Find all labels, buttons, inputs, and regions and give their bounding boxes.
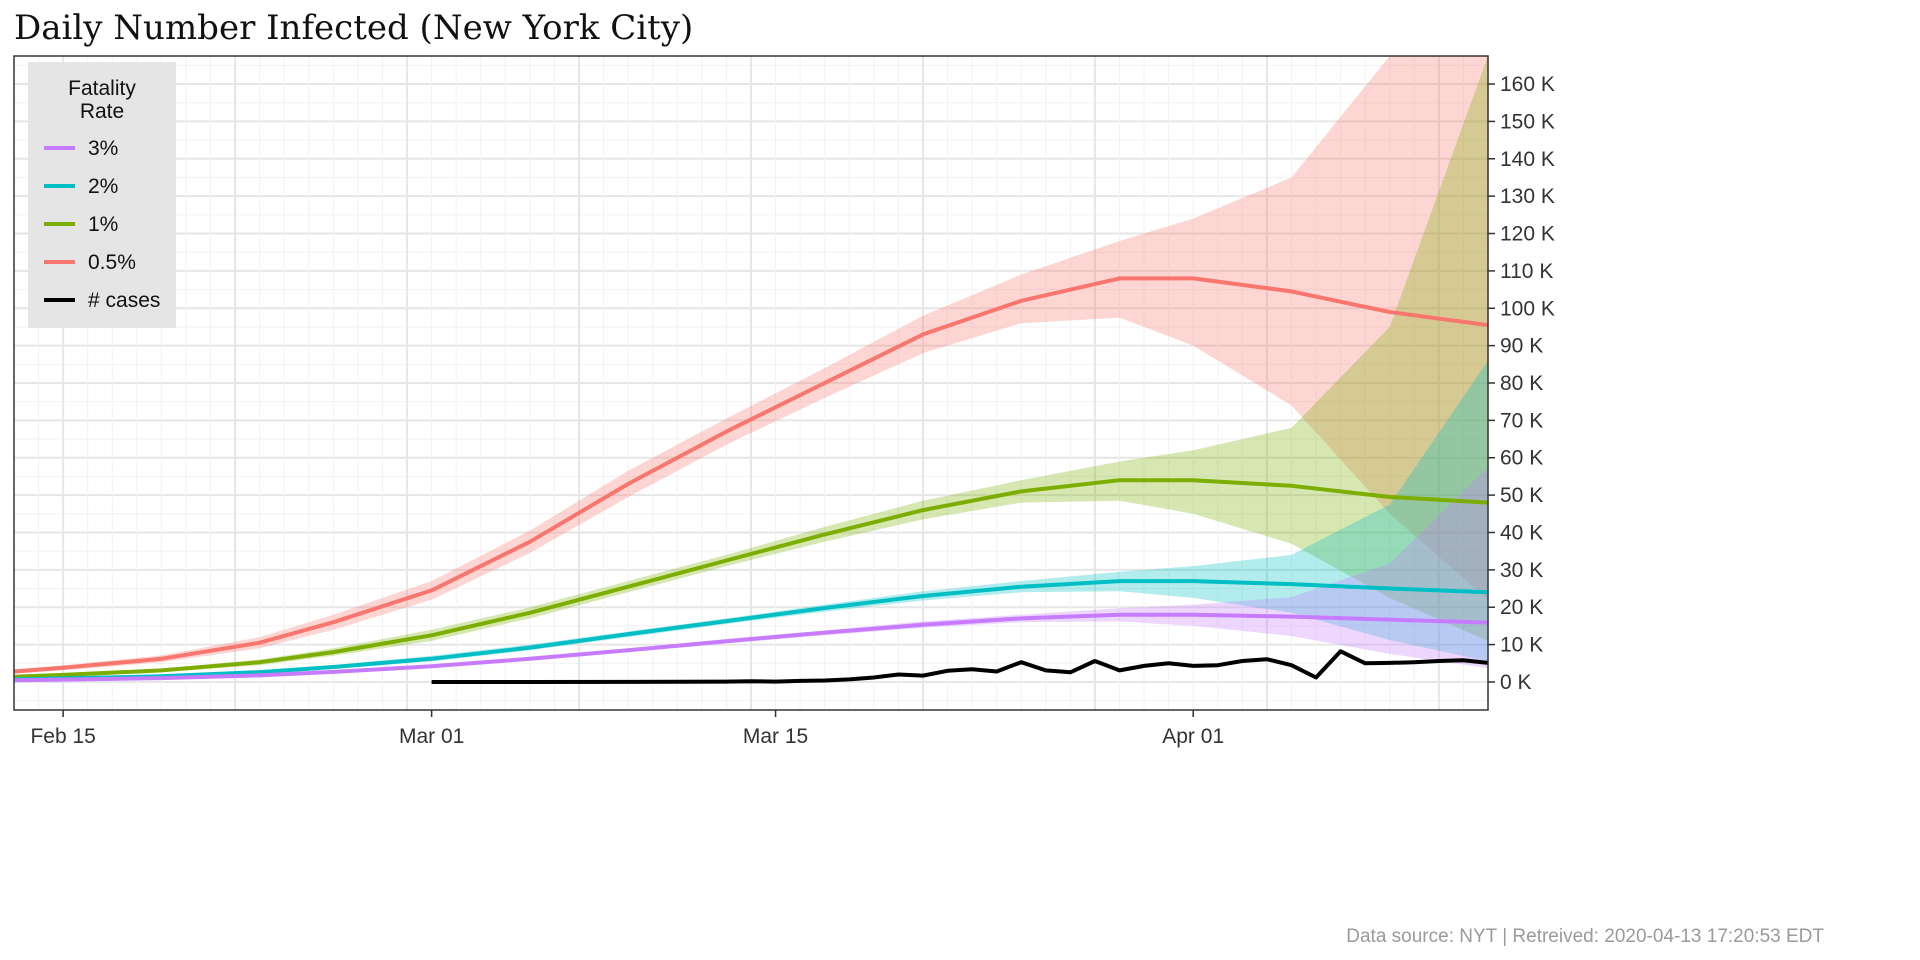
y-tick-label: 150 K <box>1500 110 1555 133</box>
legend-box <box>28 62 176 328</box>
y-tick-label: 60 K <box>1500 447 1543 470</box>
source-note: Data source: NYT | Retreived: 2020-04-13… <box>1346 926 1824 947</box>
line-cases <box>431 649 1488 684</box>
x-tick-label: Apr 01 <box>1162 725 1224 748</box>
y-tick-label: 30 K <box>1500 559 1543 582</box>
y-tick-label: 0 K <box>1500 671 1532 694</box>
chart-title: Daily Number Infected (New York City) <box>14 8 694 48</box>
y-tick-label: 100 K <box>1500 297 1555 320</box>
line-1- <box>14 478 1488 679</box>
y-tick-label: 160 K <box>1500 73 1555 96</box>
y-axis: 0 K 10 K 20 K 30 K 40 K 50 K 60 K 70 K 80 K 90 K 1… <box>1488 73 1555 694</box>
y-tick-label: 140 K <box>1500 148 1555 171</box>
y-tick-label: 130 K <box>1500 185 1555 208</box>
y-tick-label: 20 K <box>1500 596 1543 619</box>
legend-label: # cases <box>88 289 160 312</box>
y-tick-label: 90 K <box>1500 335 1543 358</box>
legend-title: Rate <box>80 100 124 123</box>
line-3- <box>14 612 1488 683</box>
x-tick-label: Mar 01 <box>399 725 464 748</box>
line-0-5- <box>14 276 1488 674</box>
line-2- <box>14 579 1488 682</box>
legend-label: 2% <box>88 175 118 198</box>
y-tick-label: 10 K <box>1500 634 1543 657</box>
legend-label: 3% <box>88 137 118 160</box>
x-axis: Feb 15 Mar 01 Mar 15 Apr 01 <box>30 710 1224 748</box>
legend-label: 1% <box>88 213 118 236</box>
legend-title: Fatality <box>68 77 136 100</box>
legend-label: 0.5% <box>88 251 136 274</box>
series-lines <box>14 276 1488 684</box>
x-tick-label: Mar 15 <box>743 725 808 748</box>
y-tick-label: 80 K <box>1500 372 1543 395</box>
y-tick-label: 120 K <box>1500 223 1555 246</box>
y-tick-label: 50 K <box>1500 484 1543 507</box>
y-tick-label: 110 K <box>1500 260 1553 283</box>
y-tick-label: 70 K <box>1500 409 1543 432</box>
x-tick-label: Feb 15 <box>30 725 95 748</box>
y-tick-label: 40 K <box>1500 521 1543 544</box>
band-0-5- <box>14 56 1488 674</box>
